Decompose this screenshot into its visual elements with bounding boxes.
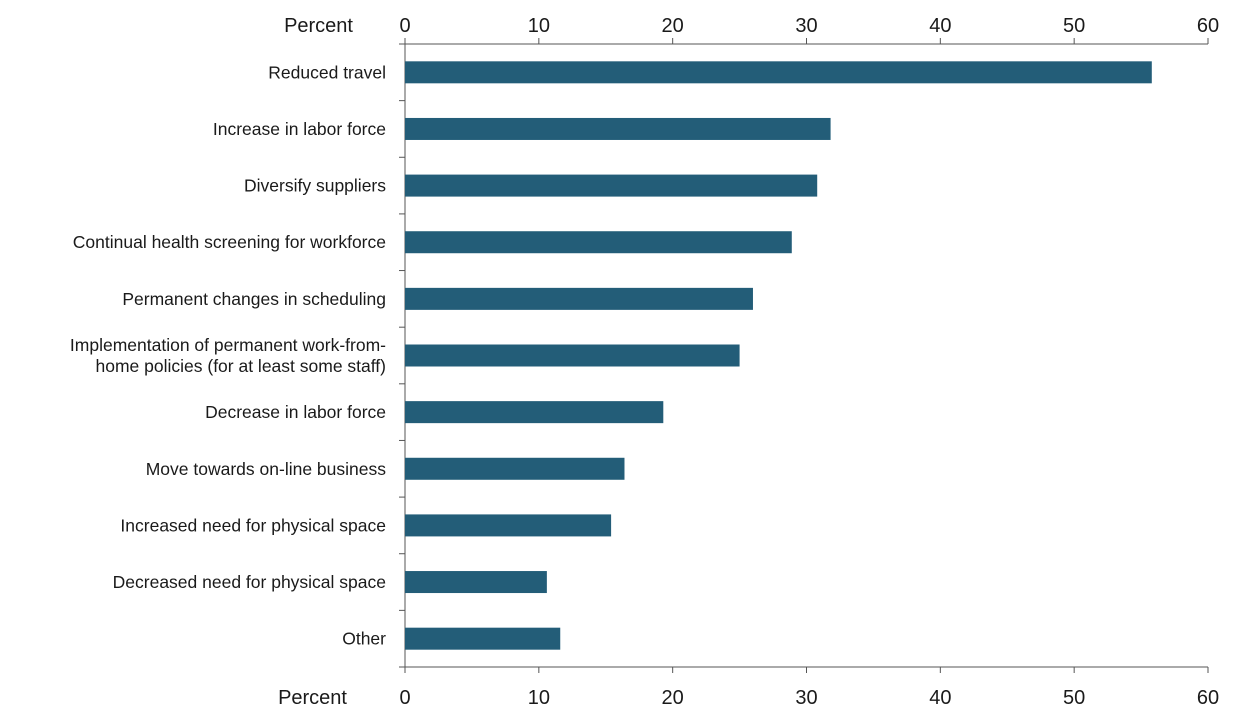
top-tick-label: 10 <box>528 15 550 37</box>
bar <box>405 457 625 480</box>
category-label: Move towards on-line business <box>146 459 387 479</box>
bottom-tick-label: 10 <box>528 687 550 709</box>
top-tick-label: 50 <box>1063 15 1085 37</box>
category-label: Decreased need for physical space <box>113 572 386 592</box>
bar <box>405 117 831 140</box>
bar <box>405 174 818 197</box>
bottom-tick-label: 0 <box>399 687 410 709</box>
bottom-x-axis-title: Percent <box>278 687 347 709</box>
top-tick-label: 0 <box>399 15 410 37</box>
bar <box>405 344 740 367</box>
category-label: Continual health screening for workforce <box>73 232 386 252</box>
category-label: Reduced travel <box>268 62 386 82</box>
category-label-line: Permanent changes in scheduling <box>122 289 386 309</box>
top-x-axis: 0 10 20 30 40 50 60 <box>399 15 1219 45</box>
category-label-line: Increased need for physical space <box>120 515 386 535</box>
bottom-x-axis: 0 10 20 30 40 50 60 <box>399 666 1219 709</box>
bottom-tick-label: 20 <box>662 687 684 709</box>
category-label-line: Move towards on-line business <box>146 459 387 479</box>
category-label-line: Implementation of permanent work-from- <box>70 335 386 355</box>
bottom-tick-label: 50 <box>1063 687 1085 709</box>
bottom-tick-label: 60 <box>1197 687 1219 709</box>
category-label-line: Other <box>342 629 386 649</box>
bottom-tick-label: 30 <box>795 687 817 709</box>
top-tick-label: 40 <box>929 15 951 37</box>
bars-group <box>405 61 1152 650</box>
category-label: Decrease in labor force <box>205 402 386 422</box>
top-x-axis-title: Percent <box>284 15 353 37</box>
bar <box>405 231 792 254</box>
category-labels: Reduced travel Increase in labor force Div… <box>70 62 386 648</box>
bar <box>405 287 753 310</box>
bar <box>405 627 561 650</box>
category-label: Increased need for physical space <box>120 515 386 535</box>
top-tick-label: 60 <box>1197 15 1219 37</box>
category-label: Diversify suppliers <box>244 176 386 196</box>
category-label: Other <box>342 629 386 649</box>
category-label-line: Continual health screening for workforce <box>73 232 386 252</box>
bar <box>405 401 664 424</box>
category-label-line: Diversify suppliers <box>244 176 386 196</box>
bar <box>405 514 612 537</box>
bar <box>405 61 1152 84</box>
bottom-tick-label: 40 <box>929 687 951 709</box>
category-label-line: Decreased need for physical space <box>113 572 386 592</box>
bar <box>405 571 547 594</box>
top-tick-label: 30 <box>795 15 817 37</box>
category-label-line: Decrease in labor force <box>205 402 386 422</box>
left-y-axis <box>399 43 406 668</box>
category-label: Permanent changes in scheduling <box>122 289 386 309</box>
top-tick-label: 20 <box>662 15 684 37</box>
category-label-line: Increase in labor force <box>213 119 386 139</box>
category-label-line: Reduced travel <box>268 62 386 82</box>
category-label: Increase in labor force <box>213 119 386 139</box>
category-label-line: home policies (for at least some staff) <box>96 356 387 376</box>
category-label: Implementation of permanent work-from-ho… <box>70 335 386 376</box>
